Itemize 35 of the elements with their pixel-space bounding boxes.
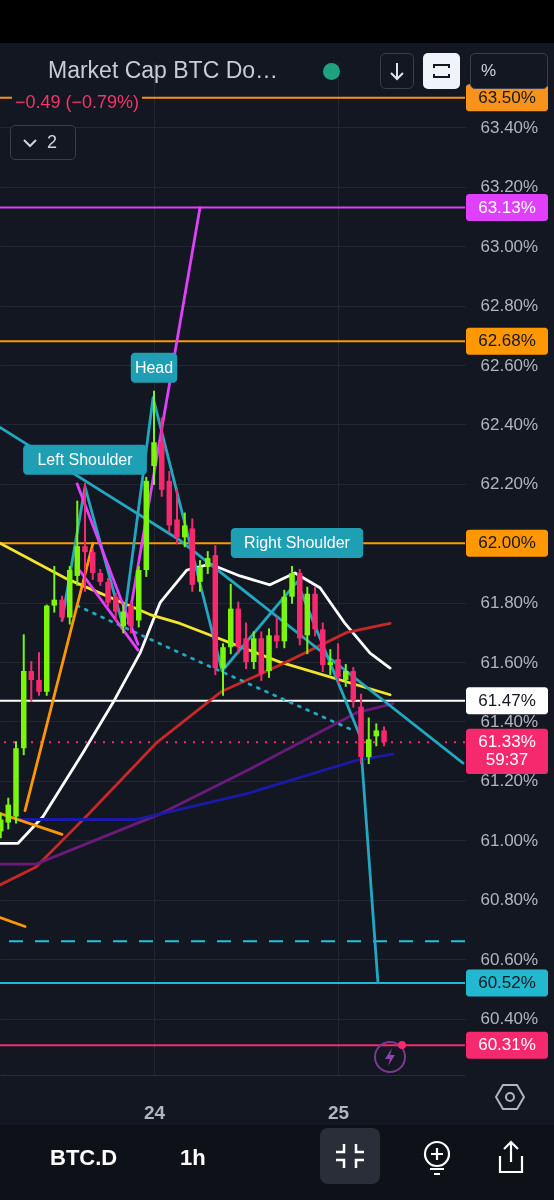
text: 1h — [180, 1145, 206, 1171]
y-tick-label: 62.20% — [480, 474, 539, 494]
y-tick-label: 63.40% — [480, 117, 539, 137]
y-tick-label: 62.60% — [480, 355, 539, 375]
y-tick-label: 60.80% — [480, 890, 539, 910]
y-tick-label: 61.40% — [480, 711, 539, 731]
ref-line-label: 60.31% — [478, 1035, 536, 1055]
ref-line-label: 61.47% — [478, 690, 536, 710]
text: % — [470, 53, 548, 89]
text: 59:37 — [485, 750, 529, 769]
annotation: Right Shoulder — [244, 534, 351, 552]
y-tick-label: 62.80% — [480, 296, 539, 316]
y-tick-label: 60.60% — [480, 949, 539, 969]
text: BTC.D — [50, 1145, 118, 1171]
y-tick-label: 61.80% — [480, 593, 539, 613]
y-tick-label: 61.60% — [480, 652, 539, 672]
annotation: 2 — [47, 132, 58, 152]
y-tick-label: 60.40% — [480, 1009, 539, 1029]
text: −0.49 (−0.79%) — [12, 92, 143, 113]
ref-line-label: 62.68% — [478, 331, 536, 351]
ref-line-label: 63.13% — [478, 197, 536, 217]
y-tick-label: 61.00% — [480, 830, 539, 850]
y-tick-label: 61.20% — [480, 771, 539, 791]
ref-line-label: 63.50% — [478, 87, 536, 107]
y-tick-label: 62.40% — [480, 414, 539, 434]
x-tick-label: 25 — [327, 1101, 350, 1123]
ref-line-label: 61.33% — [478, 732, 536, 752]
ref-line-label: 62.00% — [478, 533, 536, 553]
annotation: Head — [134, 358, 174, 376]
annotation: Left Shoulder — [37, 450, 134, 468]
x-tick-label: 24 — [143, 1101, 166, 1123]
chart-title: Market Cap BTC Do… — [48, 57, 279, 84]
y-tick-label: 63.20% — [480, 177, 539, 197]
y-tick-label: 63.00% — [480, 236, 539, 256]
ref-line-label: 60.52% — [478, 972, 536, 992]
